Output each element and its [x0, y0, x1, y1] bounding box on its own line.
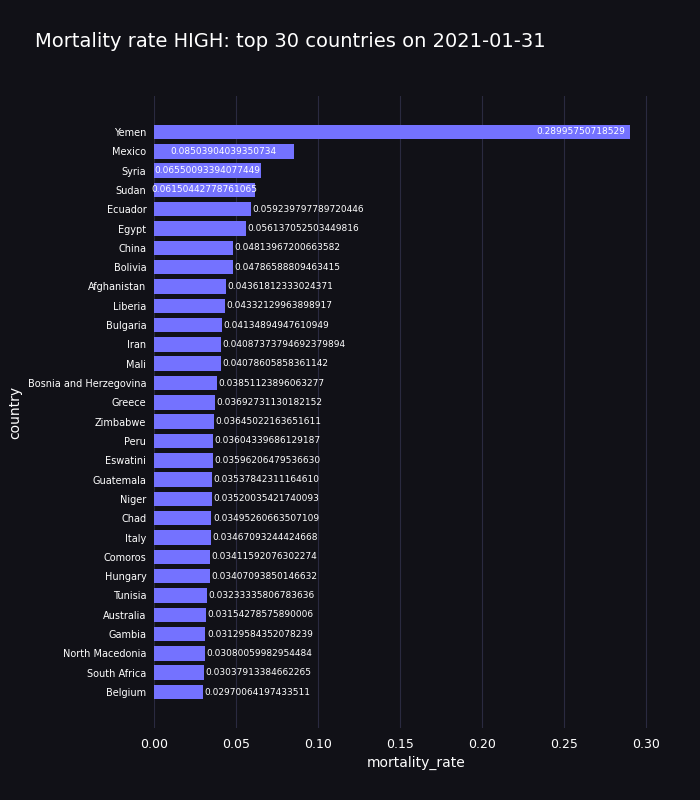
Bar [154, 202, 251, 217]
Bar [154, 685, 203, 699]
Text: 0.28995750718529: 0.28995750718529 [536, 127, 625, 137]
Text: 0.04087373794692379894: 0.04087373794692379894 [223, 340, 346, 349]
Bar [154, 395, 215, 410]
Bar [154, 182, 255, 197]
Bar [154, 318, 222, 332]
Bar [154, 550, 210, 564]
Bar [154, 163, 262, 178]
Text: 0.04134894947610949: 0.04134894947610949 [223, 321, 329, 330]
Bar [154, 337, 221, 352]
Text: 0.03495260663507109: 0.03495260663507109 [213, 514, 319, 522]
Bar [154, 569, 210, 583]
X-axis label: mortality_rate: mortality_rate [367, 756, 466, 770]
Bar [154, 434, 213, 448]
Text: 0.04786588809463415: 0.04786588809463415 [234, 262, 340, 272]
Bar [154, 666, 204, 680]
Text: 0.03851123896063277: 0.03851123896063277 [219, 378, 325, 387]
Bar [154, 222, 246, 236]
Text: Mortality rate HIGH: top 30 countries on 2021-01-31: Mortality rate HIGH: top 30 countries on… [35, 32, 545, 51]
Bar [154, 472, 212, 487]
Text: 0.03604339686129187: 0.03604339686129187 [215, 437, 321, 446]
Text: 0.03467093244424668: 0.03467093244424668 [213, 533, 318, 542]
Text: 0.02970064197433511: 0.02970064197433511 [204, 687, 310, 697]
Bar [154, 453, 213, 467]
Text: 0.059239797789720446: 0.059239797789720446 [253, 205, 365, 214]
Text: 0.03080059982954484: 0.03080059982954484 [206, 649, 312, 658]
Text: 0.03520035421740093: 0.03520035421740093 [214, 494, 319, 503]
Text: 0.03411592076302274: 0.03411592076302274 [211, 552, 317, 562]
Bar [154, 588, 207, 602]
Text: 0.04332129963898917: 0.04332129963898917 [227, 302, 332, 310]
Text: 0.03537842311164610: 0.03537842311164610 [214, 475, 320, 484]
Text: 0.03233335806783636: 0.03233335806783636 [209, 591, 315, 600]
Bar [154, 376, 217, 390]
Bar [154, 414, 214, 429]
Text: 0.03692731130182152: 0.03692731130182152 [216, 398, 322, 407]
Bar [154, 530, 211, 545]
Text: 0.03596206479536630: 0.03596206479536630 [215, 456, 321, 465]
Bar [154, 492, 212, 506]
Text: 0.03129584352078239: 0.03129584352078239 [207, 630, 313, 638]
Text: 0.03407093850146632: 0.03407093850146632 [211, 572, 318, 581]
Bar [154, 646, 204, 661]
Bar [154, 607, 206, 622]
Y-axis label: country: country [8, 386, 22, 438]
Text: 0.04361812333024371: 0.04361812333024371 [228, 282, 333, 291]
Bar [154, 357, 221, 371]
Text: 0.08503904039350734: 0.08503904039350734 [171, 146, 276, 156]
Text: 0.06550093394077449: 0.06550093394077449 [155, 166, 260, 175]
Text: 0.03037913384662265: 0.03037913384662265 [206, 668, 312, 678]
Bar [154, 627, 205, 642]
Bar [154, 241, 233, 255]
Bar [154, 279, 225, 294]
Text: 0.056137052503449816: 0.056137052503449816 [248, 224, 360, 233]
Bar [154, 125, 630, 139]
Text: 0.06150442778761065: 0.06150442778761065 [151, 186, 258, 194]
Bar [154, 511, 211, 526]
Bar [154, 298, 225, 313]
Text: 0.04078605858361142: 0.04078605858361142 [223, 359, 328, 368]
Text: 0.03645022163651611: 0.03645022163651611 [216, 417, 321, 426]
Bar [154, 144, 293, 158]
Bar [154, 260, 232, 274]
Text: 0.03154278575890006: 0.03154278575890006 [207, 610, 314, 619]
Text: 0.04813967200663582: 0.04813967200663582 [234, 243, 341, 252]
